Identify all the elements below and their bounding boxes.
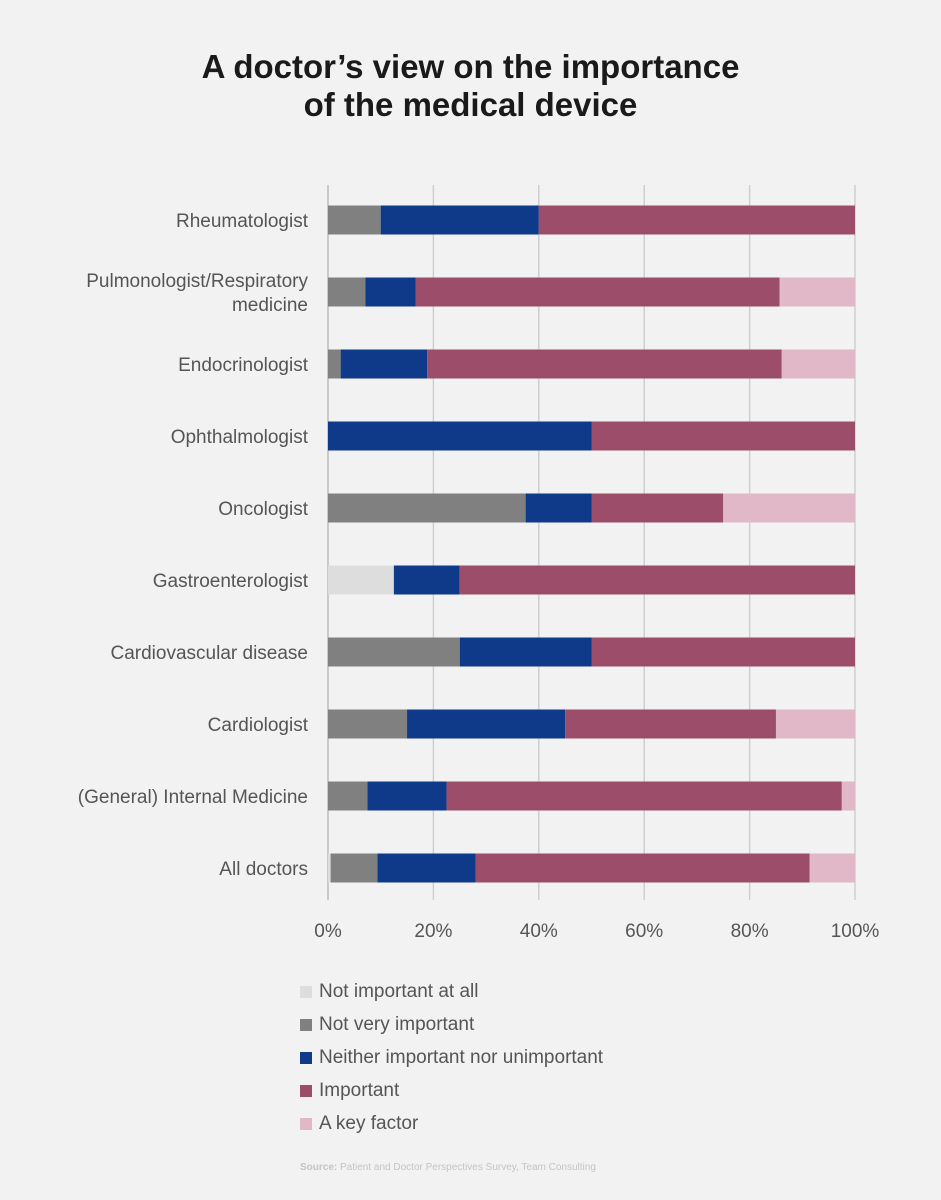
bar-segment bbox=[367, 781, 447, 811]
x-tick-label: 40% bbox=[520, 921, 558, 942]
bar-segment bbox=[565, 709, 776, 739]
bar-segment bbox=[407, 709, 566, 739]
legend-swatch bbox=[300, 985, 312, 998]
bar-segment bbox=[723, 493, 855, 523]
legend-label: Not very important bbox=[319, 1013, 475, 1035]
category-label-line: Endocrinologist bbox=[178, 355, 309, 376]
bar-segment bbox=[525, 493, 592, 523]
bar-segment bbox=[775, 709, 855, 739]
x-tick-label: 60% bbox=[625, 921, 663, 942]
category-label: Cardiovascular disease bbox=[111, 643, 309, 664]
legend-item: Not important at all bbox=[300, 975, 603, 1008]
x-tick-label: 20% bbox=[414, 921, 452, 942]
bar-segment bbox=[328, 421, 592, 451]
category-label: Cardiologist bbox=[208, 715, 309, 736]
bar-segment bbox=[427, 349, 782, 379]
bar-segment bbox=[328, 565, 394, 595]
legend-label: Important bbox=[319, 1079, 400, 1101]
source-note: Source: Patient and Doctor Perspectives … bbox=[300, 1162, 596, 1173]
legend-item: Neither important nor unimportant bbox=[300, 1041, 603, 1074]
category-label: All doctors bbox=[219, 859, 308, 880]
category-label-line: Pulmonologist/Respiratory bbox=[86, 271, 308, 292]
category-label-line: Cardiovascular disease bbox=[111, 643, 309, 664]
chart-title-line-1: A doctor’s view on the importance bbox=[201, 48, 740, 85]
x-tick-label: 0% bbox=[314, 921, 342, 942]
bar-segment bbox=[459, 565, 855, 595]
bar-segment bbox=[328, 349, 341, 379]
legend-item: Important bbox=[300, 1074, 603, 1107]
legend-item: A key factor bbox=[300, 1107, 603, 1140]
bar-segment bbox=[393, 565, 460, 595]
stacked-bar-chart: 0% 20% 40% 60% 80% 100% Rheumatologist Pulmonol… bbox=[78, 185, 880, 942]
bar-segment bbox=[328, 205, 381, 235]
category-label-line: Cardiologist bbox=[208, 715, 309, 736]
bar-segment bbox=[781, 349, 855, 379]
bar-segment bbox=[377, 853, 476, 883]
bar-segment bbox=[328, 781, 368, 811]
bar-segment bbox=[475, 853, 810, 883]
legend-label: A key factor bbox=[319, 1112, 419, 1134]
bar-segment bbox=[365, 277, 416, 307]
legend-swatch bbox=[300, 1051, 312, 1064]
bar-segment bbox=[380, 205, 539, 235]
legend-label: Neither important nor unimportant bbox=[319, 1046, 604, 1068]
bar-segment bbox=[340, 349, 428, 379]
chart-title-line-2: of the medical device bbox=[303, 86, 638, 123]
legend-label: Not important at all bbox=[319, 980, 479, 1002]
category-label: Oncologist bbox=[218, 499, 308, 520]
bar-segment bbox=[809, 853, 855, 883]
category-label: Pulmonologist/Respiratory medicine bbox=[86, 271, 308, 316]
bar-segment bbox=[328, 493, 526, 523]
legend-swatch bbox=[300, 1084, 312, 1097]
category-label-line: Ophthalmologist bbox=[171, 427, 309, 448]
source-label: Source: bbox=[300, 1162, 338, 1173]
category-label: Gastroenterologist bbox=[153, 571, 309, 592]
category-label-line: Gastroenterologist bbox=[153, 571, 309, 592]
bar-segment bbox=[459, 637, 592, 667]
legend-swatch bbox=[300, 1117, 312, 1130]
category-label: (General) Internal Medicine bbox=[78, 787, 308, 808]
bar-segment bbox=[591, 637, 855, 667]
source-text: Patient and Doctor Perspectives Survey, … bbox=[340, 1162, 596, 1173]
category-label-line: All doctors bbox=[219, 859, 308, 880]
bar-segment bbox=[415, 277, 780, 307]
category-label: Rheumatologist bbox=[176, 211, 309, 232]
category-label-line: medicine bbox=[232, 295, 308, 316]
bar-segment bbox=[779, 277, 855, 307]
bar-segment bbox=[841, 781, 855, 811]
bar-segment bbox=[446, 781, 842, 811]
legend-item: Not very important bbox=[300, 1008, 603, 1041]
category-label-line: (General) Internal Medicine bbox=[78, 787, 308, 808]
category-label: Ophthalmologist bbox=[171, 427, 309, 448]
bar-segment bbox=[328, 277, 366, 307]
bar-segment bbox=[330, 853, 378, 883]
bar-segment bbox=[328, 853, 331, 883]
legend-swatch bbox=[300, 1018, 312, 1031]
bar-segment bbox=[328, 637, 460, 667]
category-label: Endocrinologist bbox=[178, 355, 309, 376]
x-tick-label: 80% bbox=[731, 921, 769, 942]
category-label-line: Rheumatologist bbox=[176, 211, 309, 232]
category-label-line: Oncologist bbox=[218, 499, 308, 520]
chart-title: A doctor’s view on the importance of the… bbox=[0, 48, 941, 124]
chart-legend: Not important at all Not very important Ne… bbox=[300, 975, 603, 1140]
bar-segment bbox=[538, 205, 855, 235]
bar-segment bbox=[591, 421, 855, 451]
bar-segment bbox=[328, 709, 408, 739]
x-tick-label: 100% bbox=[831, 921, 880, 942]
bar-segment bbox=[591, 493, 724, 523]
